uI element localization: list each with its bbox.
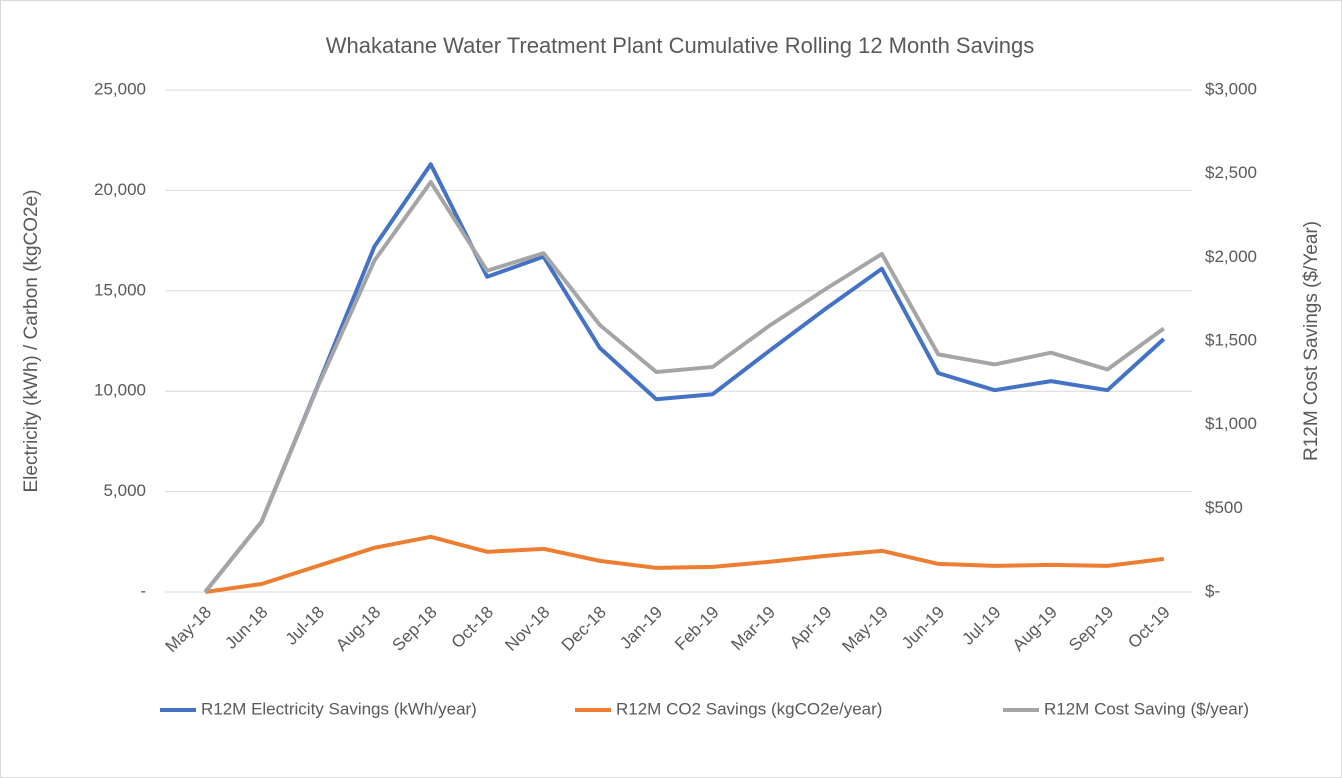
y2-tick-label: $2,500 — [1205, 163, 1257, 182]
y-tick-label: 10,000 — [94, 381, 146, 400]
legend-label: R12M Electricity Savings (kWh/year) — [201, 699, 477, 718]
y-tick-label: 20,000 — [94, 180, 146, 199]
chart-title: Whakatane Water Treatment Plant Cumulati… — [326, 33, 1034, 58]
series-line — [204, 534, 1165, 594]
series-line — [203, 162, 1166, 594]
legend-label: R12M CO2 Savings (kgCO2e/year) — [616, 699, 882, 718]
y2-tick-label: $1,500 — [1205, 330, 1257, 349]
y2-axis-title: R12M Cost Savings ($/Year) — [1301, 221, 1322, 461]
y-tick-label: 25,000 — [94, 79, 146, 98]
y-tick-label: 5,000 — [103, 481, 146, 500]
y-tick-label: - — [140, 581, 146, 600]
y2-tick-label: $3,000 — [1205, 79, 1257, 98]
legend-label: R12M Cost Saving ($/year) — [1044, 699, 1249, 718]
y2-tick-label: $- — [1205, 581, 1220, 600]
y2-tick-label: $2,000 — [1205, 247, 1257, 266]
y-axis-title: Electricity (kWh) / Carbon (kgCO2e) — [21, 189, 42, 492]
y2-tick-label: $1,000 — [1205, 414, 1257, 433]
y2-tick-label: $500 — [1205, 498, 1243, 517]
y-tick-label: 15,000 — [94, 280, 146, 299]
series-line — [203, 180, 1165, 594]
